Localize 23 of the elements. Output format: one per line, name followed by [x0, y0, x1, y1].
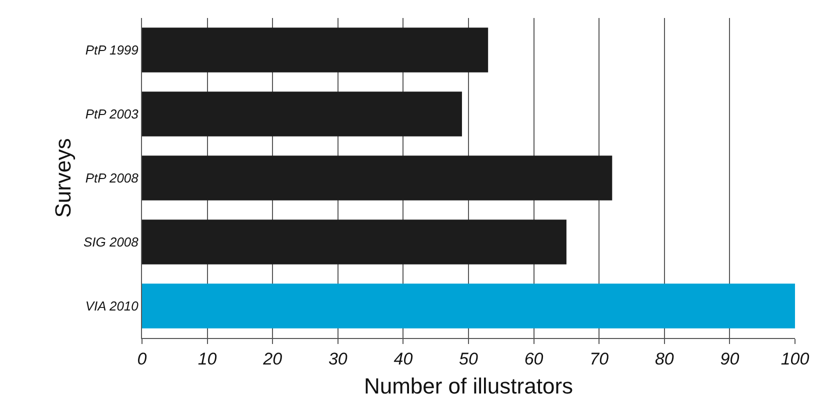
x-tick-label: 90	[720, 349, 740, 368]
x-tick-label: 70	[590, 349, 610, 368]
bar	[142, 92, 462, 136]
y-axis-title: Surveys	[50, 138, 76, 218]
x-tick-label: 0	[137, 349, 148, 368]
y-tick-label: SIG 2008	[83, 234, 140, 250]
bar	[142, 284, 795, 328]
x-tick-label: 80	[654, 349, 674, 368]
x-tick-label: 30	[328, 349, 348, 368]
x-axis-title: Number of illustrators	[364, 373, 574, 398]
bar	[142, 28, 488, 72]
x-tick-label: 50	[459, 349, 478, 368]
x-tick-label: 40	[394, 349, 414, 368]
y-tick-label: PtP 2003	[85, 106, 140, 122]
x-tick-label: 100	[780, 349, 810, 368]
bar	[142, 156, 612, 200]
x-tick-label: 20	[262, 349, 283, 368]
x-tick-label: 60	[524, 349, 544, 368]
y-tick-label: VIA 2010	[85, 298, 140, 314]
y-tick-label: PtP 2008	[85, 170, 140, 186]
bar	[142, 220, 566, 264]
y-tick-label: PtP 1999	[85, 42, 138, 58]
x-tick-label: 10	[198, 349, 218, 368]
